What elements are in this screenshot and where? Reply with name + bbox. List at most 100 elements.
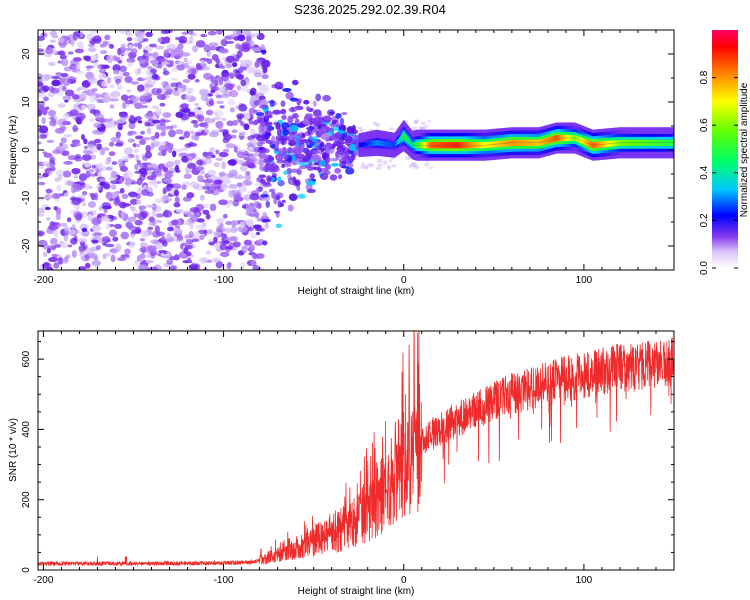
noise-speckle [164,141,170,147]
noise-speckle [195,62,202,70]
noise-speckle [130,233,135,239]
noise-speckle [170,82,179,88]
noise-speckle [38,48,45,53]
transition-speckle [305,164,312,169]
noise-speckle [200,171,205,175]
noise-speckle [228,183,238,189]
noise-speckle [146,80,157,85]
y-tick-label: 200 [21,491,32,508]
noise-speckle [237,225,248,233]
noise-speckle [150,135,156,141]
noise-speckle [108,141,115,147]
noise-speckle [248,119,254,125]
noise-speckle [242,43,252,51]
transition-speckle [342,160,347,164]
noise-speckle [166,232,171,240]
noise-speckle [122,102,127,109]
noise-speckle [129,114,135,120]
noise-speckle [146,191,154,197]
noise-speckle [116,84,123,91]
transition-speckle [261,218,271,223]
noise-speckle [130,48,138,54]
noise-speckle [143,86,150,93]
noise-speckle [107,58,113,64]
noise-speckle [203,121,209,129]
noise-speckle [64,99,69,103]
noise-speckle [112,64,121,72]
spectrogram-x-label: Height of straight line (km) [298,286,415,297]
noise-speckle [236,159,245,165]
noise-speckle [225,63,233,69]
noise-speckle [148,217,155,223]
noise-speckle [181,184,187,190]
noise-speckle [81,80,91,88]
noise-speckle [45,188,53,194]
noise-speckle [145,31,153,38]
noise-speckle [262,190,268,195]
transition-speckle [265,200,271,208]
noise-speckle [71,94,80,100]
noise-speckle [240,121,245,127]
noise-speckle [134,163,139,171]
noise-speckle [209,203,217,212]
noise-speckle [181,155,189,163]
noise-speckle [198,257,208,264]
noise-speckle [184,212,192,218]
transition-speckle [339,117,345,126]
noise-speckle [137,86,144,92]
transition-speckle [271,191,276,199]
noise-speckle [245,37,251,46]
transition-speckle [261,125,269,132]
noise-speckle [253,72,263,78]
noise-speckle [77,91,88,99]
noise-speckle [157,163,166,170]
noise-speckle [156,93,167,101]
noise-speckle [236,74,245,80]
noise-speckle [51,75,61,80]
noise-speckle [97,162,104,169]
noise-speckle [149,59,160,65]
noise-speckle [155,171,163,177]
transition-speckle [289,124,299,132]
noise-speckle [119,70,125,77]
noise-speckle [104,92,113,97]
noise-speckle [221,74,229,82]
noise-speckle [62,95,72,101]
noise-speckle [80,133,86,141]
noise-speckle [213,116,221,120]
noise-speckle [140,210,148,219]
noise-speckle [146,175,156,181]
noise-speckle [213,179,223,185]
noise-speckle [132,143,137,148]
noise-speckle [78,173,88,182]
noise-speckle [46,139,55,143]
noise-speckle [139,171,148,175]
noise-speckle [133,42,141,48]
noise-speckle [76,64,81,72]
noise-speckle [86,143,94,150]
noise-speckle [152,245,157,252]
noise-speckle [250,152,260,158]
noise-speckle [78,266,87,270]
faint-speckle [361,162,365,166]
noise-speckle [128,44,133,49]
transition-speckle [288,193,298,201]
noise-speckle [147,266,158,270]
noise-speckle [44,206,51,211]
noise-speckle [127,191,138,197]
noise-speckle [178,39,187,44]
noise-speckle [214,109,224,117]
noise-speckle [219,243,227,251]
transition-speckle [291,146,302,155]
noise-speckle [194,156,201,160]
noise-speckle [66,217,72,223]
noise-speckle [169,50,176,58]
noise-speckle [105,157,111,165]
noise-speckle [91,37,96,41]
transition-speckle [346,125,355,134]
noise-speckle [187,111,196,117]
transition-speckle [275,122,281,130]
noise-speckle [254,59,264,66]
faint-speckle [376,158,383,164]
